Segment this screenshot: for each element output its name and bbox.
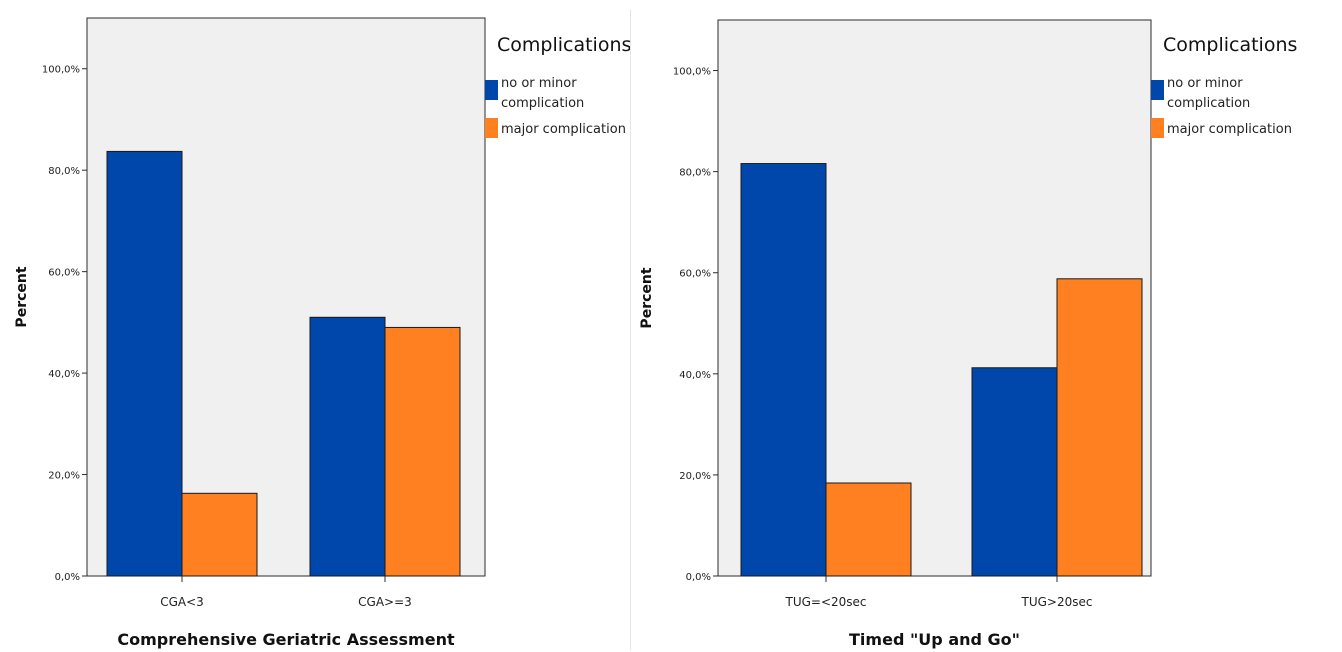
x-category-label: CGA>=3 <box>358 595 412 609</box>
bar-no-or-minor-0 <box>740 163 827 577</box>
legend-label: no or minor <box>501 76 577 91</box>
y-tick-label: 80,0% <box>679 168 711 179</box>
y-tick-label: 40,0% <box>48 369 80 380</box>
y-tick-label: 0,0% <box>686 572 711 583</box>
x-axis-title: Timed "Up and Go" <box>849 630 1020 649</box>
legend-label: no or minor <box>1167 76 1243 91</box>
y-tick-label: 0,0% <box>55 572 80 583</box>
legend-label: major complication <box>1167 122 1292 137</box>
y-tick-label: 20,0% <box>48 471 80 482</box>
legend-label: complication <box>1167 96 1250 111</box>
y-tick-label: 100,0% <box>673 67 711 78</box>
y-axis-title: Percent <box>639 267 655 328</box>
bar-no-or-minor-1 <box>971 367 1058 577</box>
bar-major-1 <box>1056 278 1143 577</box>
x-category-label: CGA<3 <box>160 595 204 609</box>
y-tick-label: 100,0% <box>42 65 80 76</box>
y-tick-label: 40,0% <box>679 370 711 381</box>
chart-divider <box>630 10 631 650</box>
chart-timed-up-and-go: 0,0% 20,0% 40,0% 60,0% 80,0% 100,0% TUG=<20sec… <box>632 0 1342 652</box>
legend-label: major complication <box>501 122 626 137</box>
bar-major-1 <box>384 326 461 577</box>
legend-swatch-no-or-minor <box>1151 80 1164 100</box>
legend-swatch-major <box>485 118 498 138</box>
y-tick-label: 20,0% <box>679 471 711 482</box>
x-axis-title: Comprehensive Geriatric Assessment <box>117 630 455 649</box>
legend-title: Complications <box>497 34 631 56</box>
bar-no-or-minor-1 <box>309 316 386 577</box>
chart-svg-right: 0,0% 20,0% 40,0% 60,0% 80,0% 100,0% TUG=<20sec… <box>639 19 1297 649</box>
y-axis-title: Percent <box>14 266 30 327</box>
chart-comprehensive-geriatric-assessment: 0,0% 20,0% 40,0% 60,0% 80,0% 100,0% CGA<3 CGA>=… <box>0 0 631 652</box>
y-tick-label: 60,0% <box>679 269 711 280</box>
chart-svg-left: 0,0% 20,0% 40,0% 60,0% 80,0% 100,0% CGA<3 CGA>=… <box>14 17 631 649</box>
legend-label: complication <box>501 96 584 111</box>
legend-swatch-no-or-minor <box>485 80 498 100</box>
legend-swatch-major <box>1151 118 1164 138</box>
bar-major-0 <box>181 492 258 577</box>
y-tick-label: 80,0% <box>48 166 80 177</box>
y-tick-label: 60,0% <box>48 268 80 279</box>
bar-no-or-minor-0 <box>106 150 183 577</box>
x-category-label: TUG>20sec <box>1021 595 1093 609</box>
x-category-label: TUG=<20sec <box>784 595 866 609</box>
legend-title: Complications <box>1163 34 1297 56</box>
bar-major-0 <box>825 482 912 577</box>
